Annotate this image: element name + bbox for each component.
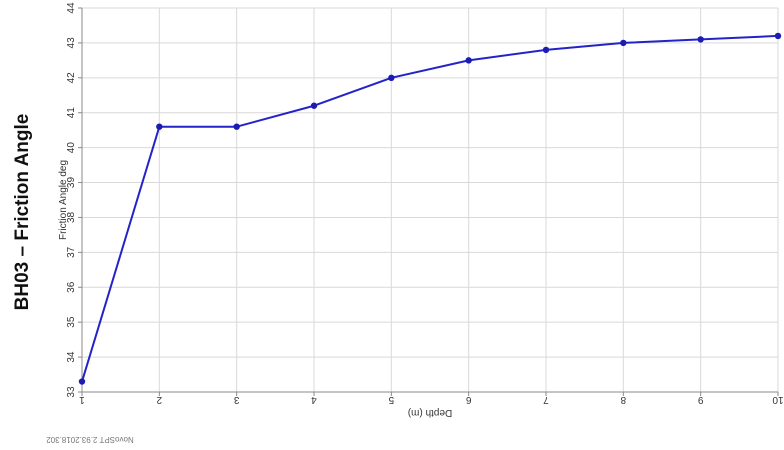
y-tick-label: 38 bbox=[66, 211, 77, 223]
x-tick-label: 4 bbox=[311, 394, 317, 405]
data-point bbox=[774, 32, 782, 40]
y-tick-label: 40 bbox=[66, 142, 77, 154]
data-point bbox=[388, 74, 395, 82]
y-tick-label: 41 bbox=[66, 107, 77, 119]
x-axis-label: Depth (m) bbox=[408, 407, 452, 418]
data-point bbox=[233, 123, 240, 130]
data-point bbox=[620, 39, 627, 47]
series-group bbox=[78, 32, 782, 385]
x-tick-label: 7 bbox=[543, 394, 549, 405]
chart-title: BH03 – Friction Angle bbox=[12, 114, 33, 311]
grid bbox=[82, 7, 779, 392]
y-tick-label: 34 bbox=[66, 351, 77, 363]
y-tick-label: 33 bbox=[66, 386, 77, 398]
x-tick-label: 2 bbox=[156, 394, 162, 405]
x-tick-label: 10 bbox=[772, 394, 784, 405]
y-tick-label: 37 bbox=[66, 246, 77, 258]
data-point bbox=[697, 36, 704, 43]
x-tick-label: 5 bbox=[388, 394, 394, 405]
y-tick-label: 39 bbox=[66, 177, 77, 189]
data-point bbox=[542, 46, 550, 54]
y-axis-label: Friction Angle deg bbox=[58, 160, 69, 240]
x-tick-label: 8 bbox=[620, 394, 626, 405]
series-line bbox=[81, 34, 779, 382]
x-tick-label: 3 bbox=[233, 394, 239, 405]
axes bbox=[81, 8, 778, 393]
y-tick-label: 42 bbox=[66, 72, 77, 84]
data-point bbox=[78, 378, 86, 385]
y-tick-label: 35 bbox=[66, 316, 77, 328]
x-tick-label: 1 bbox=[79, 394, 85, 405]
x-tick-label: 9 bbox=[697, 394, 703, 405]
data-point bbox=[465, 57, 472, 64]
data-point bbox=[156, 123, 163, 130]
y-tick-label: 36 bbox=[66, 281, 77, 293]
y-tick-label: 44 bbox=[66, 2, 77, 14]
x-tick-label: 6 bbox=[465, 394, 471, 405]
data-point bbox=[310, 102, 318, 109]
y-tick-label: 43 bbox=[66, 37, 77, 49]
footer-text: NovoSPT 2.93.2018.302 bbox=[46, 435, 134, 444]
